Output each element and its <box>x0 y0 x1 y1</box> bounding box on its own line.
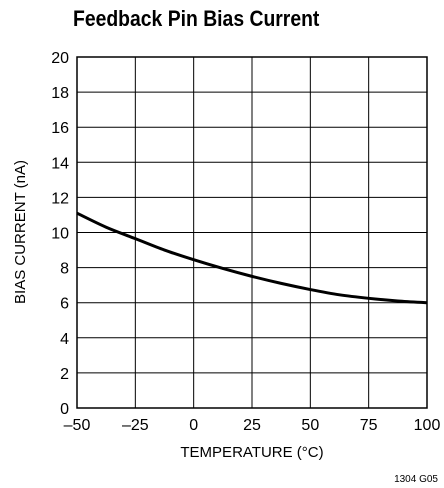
y-tick-label: 14 <box>51 155 69 172</box>
x-tick-label: 75 <box>360 417 378 434</box>
y-axis-label: BIAS CURRENT (nA) <box>12 160 29 304</box>
y-tick-labels: 0 2 4 6 8 10 12 14 16 18 20 <box>51 50 69 418</box>
x-tick-label: –50 <box>64 417 91 434</box>
y-tick-label: 18 <box>51 85 69 102</box>
y-tick-label: 8 <box>60 261 69 278</box>
chart-title: Feedback Pin Bias Current <box>73 6 320 31</box>
plot-area-frame <box>76 56 428 409</box>
y-tick-label: 20 <box>51 50 69 67</box>
x-tick-label: 50 <box>301 417 319 434</box>
bias-current-line <box>76 211 428 305</box>
y-tick-label: 10 <box>51 226 69 243</box>
y-tick-label: 6 <box>60 296 69 313</box>
x-tick-label: 100 <box>414 417 441 434</box>
x-tick-label: 25 <box>243 417 261 434</box>
figure-id: 1304 G05 <box>394 474 438 485</box>
x-axis-label: TEMPERATURE (°C) <box>180 444 323 461</box>
x-tick-label: 0 <box>189 417 198 434</box>
y-tick-label: 2 <box>60 366 69 383</box>
y-tick-label: 0 <box>60 401 69 418</box>
grid-lines <box>77 57 427 408</box>
y-tick-label: 4 <box>60 331 69 348</box>
y-tick-label: 12 <box>51 190 69 207</box>
x-tick-label: –25 <box>122 417 149 434</box>
x-tick-labels: –50 –25 0 25 50 75 100 <box>64 417 441 434</box>
y-tick-label: 16 <box>51 120 69 137</box>
